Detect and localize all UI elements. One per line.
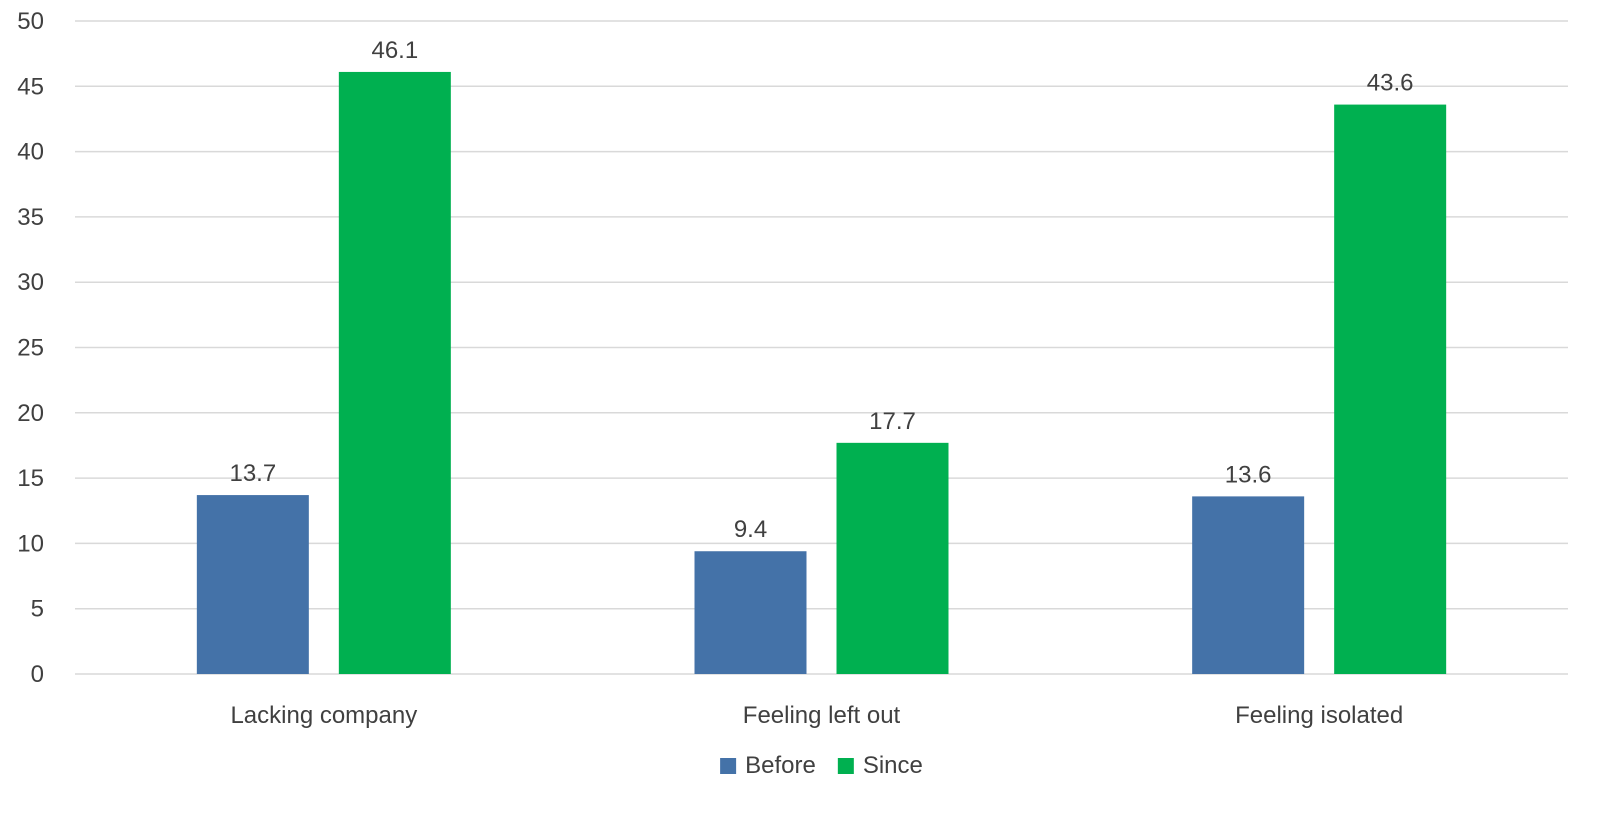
bar-since-feeling-isolated	[1334, 104, 1447, 675]
legend: Before Since	[720, 752, 923, 779]
data-labels: 13.7 46.1 9.4 17.7 13.6 43.6	[229, 37, 1413, 543]
bar-before-lacking-company	[196, 495, 309, 674]
data-label: 13.7	[229, 460, 276, 487]
legend-swatch-before	[720, 758, 737, 774]
gridlines	[75, 20, 1568, 675]
bar-before-feeling-left-out	[694, 551, 807, 674]
data-label: 13.6	[1225, 461, 1272, 488]
y-axis-tick-labels: 0 5 10 15 20 25 30 35 40 45 50	[17, 8, 44, 688]
data-label: 17.7	[869, 408, 916, 435]
y-tick-label: 20	[17, 400, 44, 427]
y-tick-label: 25	[17, 335, 44, 362]
data-label: 46.1	[371, 37, 418, 64]
category-label: Lacking company	[230, 702, 417, 729]
y-tick-label: 50	[17, 8, 44, 35]
category-label: Feeling isolated	[1235, 702, 1403, 729]
data-label: 9.4	[734, 516, 767, 543]
y-tick-label: 30	[17, 269, 44, 296]
legend-swatch-since	[837, 758, 854, 774]
y-tick-label: 35	[17, 204, 44, 231]
y-tick-label: 40	[17, 139, 44, 166]
y-tick-label: 0	[31, 661, 44, 688]
legend-label-before: Before	[745, 752, 816, 779]
category-label: Feeling left out	[743, 702, 901, 729]
y-tick-label: 15	[17, 465, 44, 492]
y-tick-label: 45	[17, 73, 44, 100]
data-label: 43.6	[1367, 70, 1414, 97]
bars	[196, 71, 1447, 675]
y-tick-label: 5	[31, 596, 44, 623]
legend-label-since: Since	[863, 752, 923, 779]
bar-since-feeling-left-out	[836, 442, 949, 674]
bar-before-feeling-isolated	[1192, 496, 1305, 674]
bar-since-lacking-company	[338, 71, 451, 674]
y-tick-label: 10	[17, 530, 44, 557]
x-axis-category-labels: Lacking company Feeling left out Feeling i…	[230, 702, 1403, 729]
